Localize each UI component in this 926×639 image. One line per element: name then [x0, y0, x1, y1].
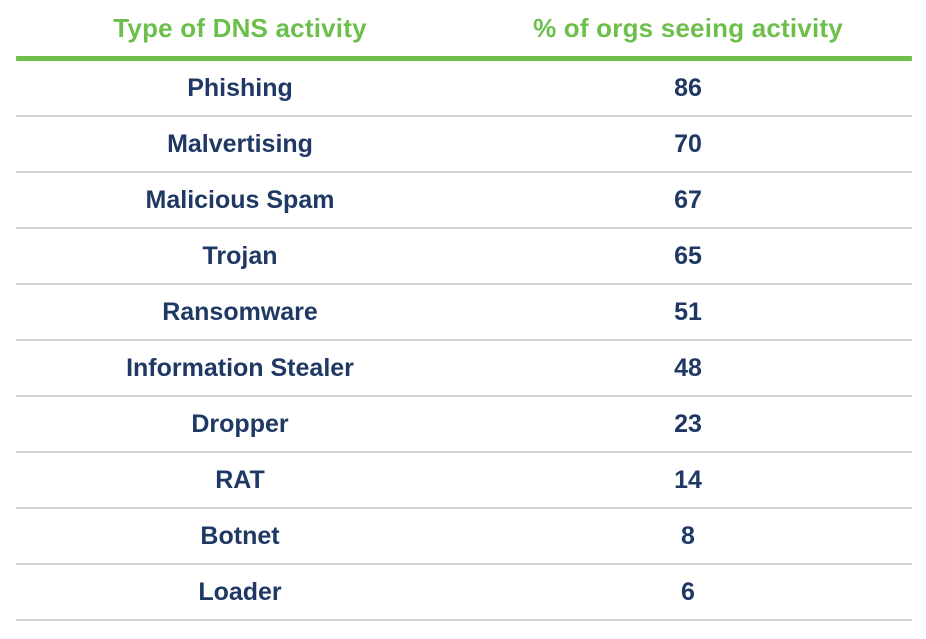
table-row: Loader 6 [16, 565, 912, 621]
activity-name: Information Stealer [126, 353, 354, 382]
activity-percent: 70 [674, 129, 702, 158]
table-row: Ransomware 51 [16, 285, 912, 341]
activity-name: Botnet [200, 521, 280, 550]
activity-name: Dropper [191, 409, 289, 438]
table-row: Information Stealer 48 [16, 341, 912, 397]
table-row: Trojan 65 [16, 229, 912, 285]
activity-percent: 65 [674, 241, 702, 270]
dns-activity-table: Type of DNS activity % of orgs seeing ac… [16, 0, 912, 621]
column-header-activity-type: Type of DNS activity [113, 12, 367, 43]
activity-percent: 14 [674, 465, 702, 494]
activity-name: Phishing [187, 73, 293, 102]
table-row: Botnet 8 [16, 509, 912, 565]
activity-name: Trojan [202, 241, 278, 270]
table-header-row: Type of DNS activity % of orgs seeing ac… [16, 0, 912, 56]
activity-percent: 67 [674, 185, 702, 214]
table-row: RAT 14 [16, 453, 912, 509]
header-underline-rule [16, 56, 912, 61]
table-row: Malvertising 70 [16, 117, 912, 173]
table-row: Phishing 86 [16, 61, 912, 117]
activity-name: RAT [215, 465, 265, 494]
activity-percent: 6 [681, 577, 695, 606]
activity-percent: 23 [674, 409, 702, 438]
activity-percent: 48 [674, 353, 702, 382]
activity-name: Ransomware [162, 297, 318, 326]
activity-name: Malvertising [167, 129, 313, 158]
activity-percent: 86 [674, 73, 702, 102]
table-row: Malicious Spam 67 [16, 173, 912, 229]
table-row: Dropper 23 [16, 397, 912, 453]
activity-name: Malicious Spam [145, 185, 335, 214]
activity-percent: 8 [681, 521, 695, 550]
activity-name: Loader [198, 577, 282, 606]
activity-percent: 51 [674, 297, 702, 326]
column-header-percent-orgs: % of orgs seeing activity [533, 12, 843, 43]
